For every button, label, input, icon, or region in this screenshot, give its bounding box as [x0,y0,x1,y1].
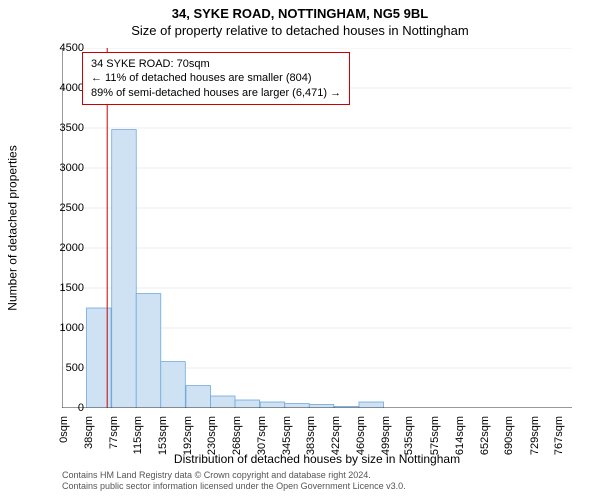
x-tick-label: 575sqm [429,416,441,455]
x-tick-label: 499sqm [380,416,392,455]
y-axis-label: Number of detached properties [6,48,20,408]
x-tick-label: 614sqm [454,416,466,455]
y-tick-label: 1500 [44,282,84,294]
y-tick-label: 500 [44,362,84,374]
info-line-2: ← 11% of detached houses are smaller (80… [91,71,341,85]
x-tick-label: 460sqm [355,416,367,455]
y-tick-label: 1000 [44,322,84,334]
y-tick-label: 3500 [44,122,84,134]
y-tick-label: 2000 [44,242,84,254]
attribution-line-2: Contains public sector information licen… [62,481,592,492]
attribution-text: Contains HM Land Registry data © Crown c… [62,470,592,492]
x-tick-label: 767sqm [553,416,565,455]
x-tick-label: 77sqm [108,416,120,449]
x-tick-label: 0sqm [58,416,70,443]
x-tick-label: 422sqm [330,416,342,455]
chart-container: 34, SYKE ROAD, NOTTINGHAM, NG5 9BL Size … [0,0,600,500]
x-tick-label: 535sqm [403,416,415,455]
x-tick-label: 652sqm [479,416,491,455]
x-tick-label: 307sqm [256,416,268,455]
x-tick-label: 38sqm [83,416,95,449]
x-tick-label: 690sqm [503,416,515,455]
x-tick-label: 383sqm [305,416,317,455]
attribution-line-1: Contains HM Land Registry data © Crown c… [62,470,592,481]
info-annotation-box: 34 SYKE ROAD: 70sqm ← 11% of detached ho… [82,52,350,105]
y-tick-label: 4500 [44,42,84,54]
x-tick-label: 729sqm [529,416,541,455]
y-tick-label: 3000 [44,162,84,174]
y-tick-label: 0 [44,402,84,414]
y-tick-label: 2500 [44,202,84,214]
chart-title: 34, SYKE ROAD, NOTTINGHAM, NG5 9BL [0,0,600,21]
x-tick-label: 115sqm [132,416,144,454]
info-line-1: 34 SYKE ROAD: 70sqm [91,57,341,71]
x-tick-label: 230sqm [206,416,218,455]
x-tick-label: 153sqm [157,416,169,455]
x-tick-label: 345sqm [281,416,293,455]
x-axis-label: Distribution of detached houses by size … [62,452,572,466]
info-line-3: 89% of semi-detached houses are larger (… [91,86,341,100]
y-tick-label: 4000 [44,82,84,94]
x-tick-label: 268sqm [231,416,243,455]
x-tick-label: 192sqm [182,416,194,455]
chart-subtitle: Size of property relative to detached ho… [0,21,600,38]
